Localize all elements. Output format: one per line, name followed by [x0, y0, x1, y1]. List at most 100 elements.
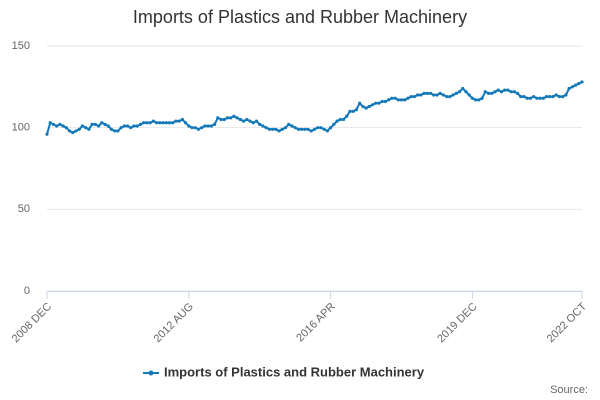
point	[493, 90, 497, 94]
point	[483, 90, 487, 94]
point	[145, 121, 149, 125]
point	[374, 101, 378, 105]
point	[470, 96, 475, 100]
point	[183, 121, 188, 125]
point	[528, 96, 533, 100]
point	[80, 124, 85, 128]
point	[200, 126, 204, 130]
point	[177, 119, 181, 123]
point	[509, 90, 513, 94]
point	[570, 85, 574, 89]
point	[306, 127, 310, 131]
point	[151, 119, 155, 123]
point	[325, 129, 329, 133]
point	[174, 119, 178, 123]
point	[448, 95, 452, 99]
point	[538, 96, 542, 100]
point	[235, 116, 239, 120]
legend-marker	[148, 370, 154, 376]
legend-label: Imports of Plastics and Rubber Machinery	[164, 364, 425, 379]
point	[258, 122, 262, 126]
x-tick-label: 2022 OCT	[545, 300, 590, 345]
point	[229, 116, 233, 120]
point	[454, 91, 458, 95]
point	[245, 117, 249, 122]
point	[480, 96, 484, 100]
point	[225, 116, 230, 120]
point	[45, 132, 49, 136]
point	[573, 83, 578, 87]
point	[312, 127, 317, 131]
point	[390, 96, 394, 100]
point	[61, 124, 65, 128]
point	[309, 129, 313, 133]
point	[370, 103, 375, 107]
point	[515, 91, 520, 95]
point	[506, 88, 510, 92]
point	[232, 114, 236, 118]
point	[154, 121, 159, 125]
point	[406, 96, 410, 100]
point	[522, 95, 526, 99]
point	[557, 95, 562, 99]
point	[196, 127, 201, 131]
point	[132, 124, 136, 128]
point	[477, 98, 481, 102]
point	[135, 124, 139, 128]
x-tick-label: 2019 DEC	[435, 301, 479, 345]
point	[409, 95, 413, 99]
point	[425, 91, 429, 95]
point	[338, 117, 342, 122]
point	[274, 127, 278, 131]
point	[544, 95, 549, 99]
point	[300, 127, 304, 131]
point	[90, 122, 94, 126]
point	[348, 109, 352, 113]
point	[261, 124, 265, 128]
point	[161, 121, 165, 125]
point	[203, 124, 207, 128]
point	[548, 95, 552, 99]
point	[329, 126, 333, 130]
point	[254, 119, 259, 123]
point	[496, 88, 500, 92]
point	[419, 93, 423, 97]
point	[96, 124, 101, 128]
point	[467, 93, 471, 97]
point	[464, 90, 468, 94]
point	[180, 117, 184, 122]
point	[64, 126, 68, 130]
point	[364, 106, 368, 110]
point	[113, 129, 117, 133]
point	[125, 124, 130, 128]
point	[283, 126, 288, 130]
point	[55, 124, 59, 128]
point	[106, 124, 110, 128]
point	[383, 99, 388, 104]
point	[129, 126, 133, 130]
point	[432, 93, 436, 97]
point	[209, 124, 213, 128]
point	[332, 122, 336, 126]
point	[248, 119, 252, 123]
point	[190, 126, 194, 130]
y-tick-label: 0	[24, 285, 30, 297]
point	[403, 98, 407, 102]
y-tick-label: 100	[12, 122, 30, 134]
point	[264, 126, 268, 130]
point	[416, 93, 420, 97]
point	[119, 126, 123, 130]
point	[577, 81, 581, 86]
point	[396, 98, 400, 102]
point	[122, 124, 126, 128]
point	[109, 127, 114, 131]
point	[499, 90, 504, 94]
point	[206, 124, 210, 128]
point	[335, 119, 339, 123]
point	[519, 95, 523, 99]
point	[387, 98, 391, 102]
point	[564, 93, 568, 97]
point	[93, 122, 97, 126]
point	[441, 93, 446, 97]
point	[148, 121, 152, 125]
